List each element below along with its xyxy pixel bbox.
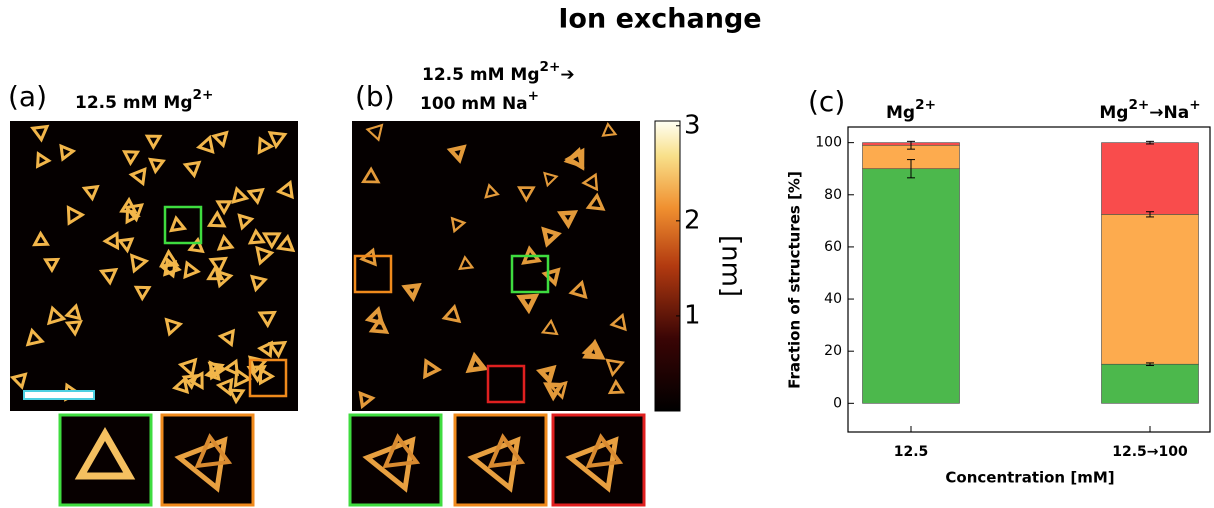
panel-label: (c) bbox=[808, 85, 845, 118]
y-tick-label: 80 bbox=[824, 187, 842, 203]
x-axis-label: Concentration [mM] bbox=[945, 469, 1114, 487]
category-header: Mg2+ bbox=[886, 97, 936, 123]
bar-segment bbox=[1102, 364, 1199, 403]
inset-image bbox=[162, 415, 253, 505]
text-part: + bbox=[528, 88, 539, 104]
panel-caption: 100 mM Na+ bbox=[420, 88, 539, 114]
text-part: + bbox=[1189, 97, 1200, 113]
colorbar bbox=[655, 121, 680, 411]
text-part: Mg bbox=[886, 103, 915, 123]
colorbar-label: [nm] bbox=[716, 235, 746, 297]
y-tick-label: 20 bbox=[824, 343, 842, 359]
text-part: 2+ bbox=[540, 59, 561, 75]
afm-images bbox=[10, 121, 644, 505]
panel-label: (b) bbox=[355, 80, 395, 113]
inset-image bbox=[553, 415, 644, 505]
panel-caption: 12.5 mM Mg2+ bbox=[75, 87, 213, 113]
figure: Ion exchange (a)(b)(c)12.5 mM Mg2+12.5 m… bbox=[0, 0, 1214, 508]
text-part: →Na bbox=[1149, 103, 1189, 123]
y-axis-label: Fraction of structures [%] bbox=[786, 171, 804, 389]
x-tick-label: 12.5 bbox=[894, 444, 929, 460]
y-tick-label: 100 bbox=[815, 135, 842, 151]
text-part: 2+ bbox=[193, 87, 214, 103]
panel-caption: 12.5 mM Mg2+➔ bbox=[422, 59, 575, 85]
colorbar-tick-label: 2 bbox=[684, 205, 701, 235]
bar-segment bbox=[1102, 143, 1199, 215]
x-tick-label: 12.5→100 bbox=[1112, 444, 1188, 460]
y-tick-label: 60 bbox=[824, 239, 842, 255]
text-part: 2+ bbox=[915, 97, 936, 113]
colorbar-tick-label: 1 bbox=[684, 300, 701, 330]
bar-segment bbox=[863, 169, 960, 404]
text-part: ➔ bbox=[560, 65, 574, 85]
text-part: 2+ bbox=[1128, 97, 1149, 113]
bar-segment bbox=[1102, 214, 1199, 364]
category-header: Mg2+→Na+ bbox=[1099, 97, 1200, 123]
panel-label: (a) bbox=[8, 80, 47, 113]
y-tick-label: 40 bbox=[824, 291, 842, 307]
colorbar-tick-label: 3 bbox=[684, 110, 701, 140]
inset-image bbox=[350, 415, 441, 505]
inset-image bbox=[455, 415, 546, 505]
text-part: 12.5 mM Mg bbox=[75, 93, 193, 113]
figure-title: Ion exchange bbox=[558, 4, 761, 35]
scale-bar bbox=[24, 391, 94, 399]
text-part: Mg bbox=[1099, 103, 1128, 123]
text-part: 100 mM Na bbox=[420, 94, 528, 114]
afm-image bbox=[352, 121, 640, 411]
y-tick-label: 0 bbox=[833, 395, 842, 411]
text-part: 12.5 mM Mg bbox=[422, 65, 540, 85]
